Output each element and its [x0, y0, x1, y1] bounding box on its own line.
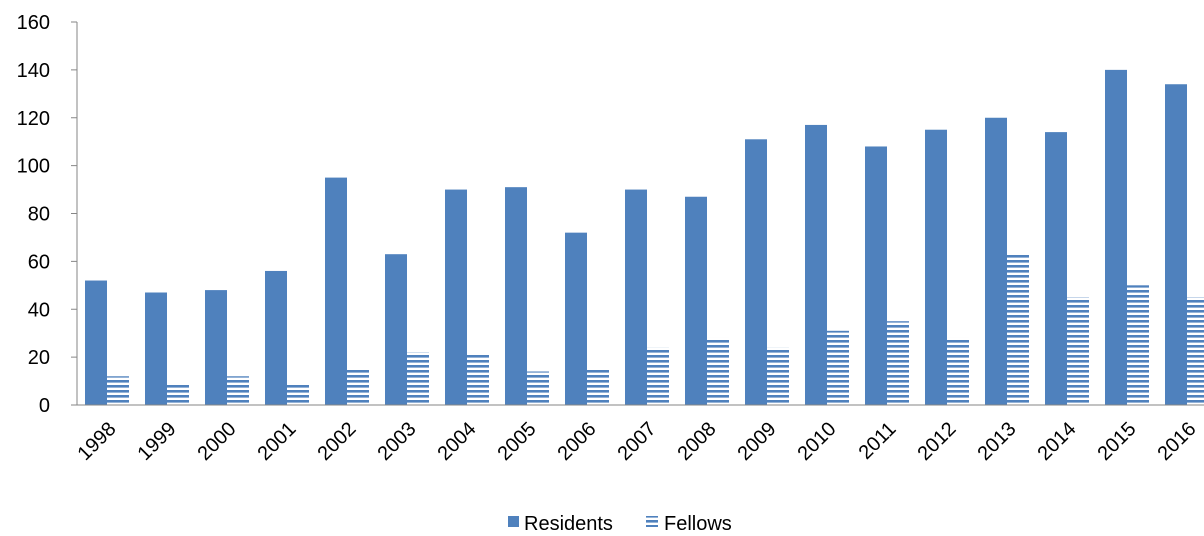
x-tick-label: 2008 [674, 418, 721, 465]
bar-residents-2008 [685, 196, 707, 405]
bar-fellows-1998 [107, 376, 129, 405]
bar-residents-2006 [565, 232, 587, 405]
x-tick-label: 2001 [254, 418, 301, 465]
x-tick-label: 2012 [914, 418, 961, 465]
x-axis: 1998 1999 2000 2001 2002 2003 2004 2005 2006 2007… [74, 404, 1204, 465]
bar-fellows-2000 [227, 376, 249, 405]
bar-fellows-2014 [1067, 297, 1089, 405]
bar-residents-2012 [925, 129, 947, 405]
bar-residents-2004 [445, 189, 467, 405]
y-tick-label: 0 [39, 395, 50, 417]
x-tick-label: 2014 [1034, 418, 1081, 465]
bar-residents-2005 [505, 187, 527, 405]
x-tick-label: 2004 [434, 418, 481, 465]
x-tick-label: 2009 [734, 418, 781, 465]
bar-fellows-2011 [887, 321, 909, 405]
x-tick-label: 2005 [494, 418, 541, 465]
legend-swatch-residents [508, 516, 519, 527]
bar-residents-1999 [145, 292, 167, 405]
y-axis: 0 20 40 60 80 100 120 140 160 [17, 12, 78, 417]
bar-fellows-2012 [947, 337, 969, 405]
bar-fellows-2002 [347, 369, 369, 405]
y-tick-label: 140 [17, 60, 50, 82]
bar-residents-2001 [265, 270, 287, 405]
x-tick-label: 2003 [374, 418, 421, 465]
x-tick-label: 2000 [194, 418, 241, 465]
x-tick-label: 2013 [974, 418, 1021, 465]
x-tick-label: 2011 [855, 418, 901, 464]
y-tick-label: 80 [28, 204, 50, 226]
bar-fellows-2003 [407, 352, 429, 405]
y-tick-label: 160 [17, 12, 50, 34]
legend: Residents Fellows [508, 513, 732, 535]
bar-fellows-2006 [587, 369, 609, 405]
bar-residents-2003 [385, 254, 407, 405]
bar-fellows-2005 [527, 371, 549, 405]
x-tick-label: 1998 [74, 418, 121, 465]
legend-swatch-fellows [646, 516, 658, 527]
bar-residents-2014 [1045, 132, 1067, 406]
bar-fellows-2015 [1127, 285, 1149, 405]
x-tick-label: 2007 [614, 418, 661, 465]
legend-label-residents: Residents [524, 513, 613, 535]
y-tick-label: 40 [28, 299, 50, 321]
bar-residents-2015 [1105, 69, 1127, 405]
bar-fellows-2001 [287, 383, 309, 405]
y-tick-label: 60 [28, 251, 50, 273]
x-tick-label: 2015 [1094, 418, 1141, 465]
x-tick-label: 2006 [554, 418, 601, 465]
bar-fellows-2010 [827, 330, 849, 405]
y-tick-label: 20 [28, 347, 50, 369]
bar-fellows-2013 [1007, 254, 1029, 405]
bar-residents-2002 [325, 177, 347, 405]
x-tick-label: 2010 [794, 418, 841, 465]
bar-residents-2016 [1165, 84, 1187, 406]
x-tick-label: 2016 [1154, 418, 1201, 465]
bar-fellows-2004 [467, 354, 489, 405]
bars [85, 69, 1204, 406]
bar-fellows-2016 [1187, 297, 1204, 405]
x-tick-label: 2002 [314, 418, 361, 465]
bar-residents-1998 [85, 280, 107, 405]
bar-residents-2007 [625, 189, 647, 405]
bar-residents-2000 [205, 290, 227, 405]
bar-fellows-2009 [767, 347, 789, 405]
bar-residents-2011 [865, 146, 887, 405]
y-tick-label: 120 [17, 108, 50, 130]
bar-fellows-2007 [647, 347, 669, 405]
bar-residents-2010 [805, 124, 827, 406]
bar-fellows-2008 [707, 337, 729, 405]
bar-residents-2009 [745, 139, 767, 405]
bar-fellows-1999 [167, 383, 189, 405]
bar-residents-2013 [985, 117, 1007, 405]
x-tick-label: 1999 [134, 418, 181, 465]
y-tick-label: 100 [17, 156, 50, 178]
legend-label-fellows: Fellows [664, 513, 732, 535]
